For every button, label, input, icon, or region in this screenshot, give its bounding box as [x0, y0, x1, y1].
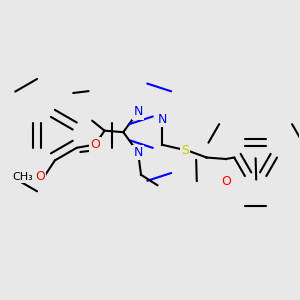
Text: N: N [157, 113, 167, 126]
Text: CH₃: CH₃ [13, 172, 34, 182]
Text: O: O [222, 176, 231, 188]
Text: O: O [90, 138, 100, 151]
Text: O: O [35, 170, 45, 183]
Text: N: N [134, 105, 143, 118]
Text: S: S [181, 144, 189, 157]
Text: N: N [134, 146, 143, 159]
